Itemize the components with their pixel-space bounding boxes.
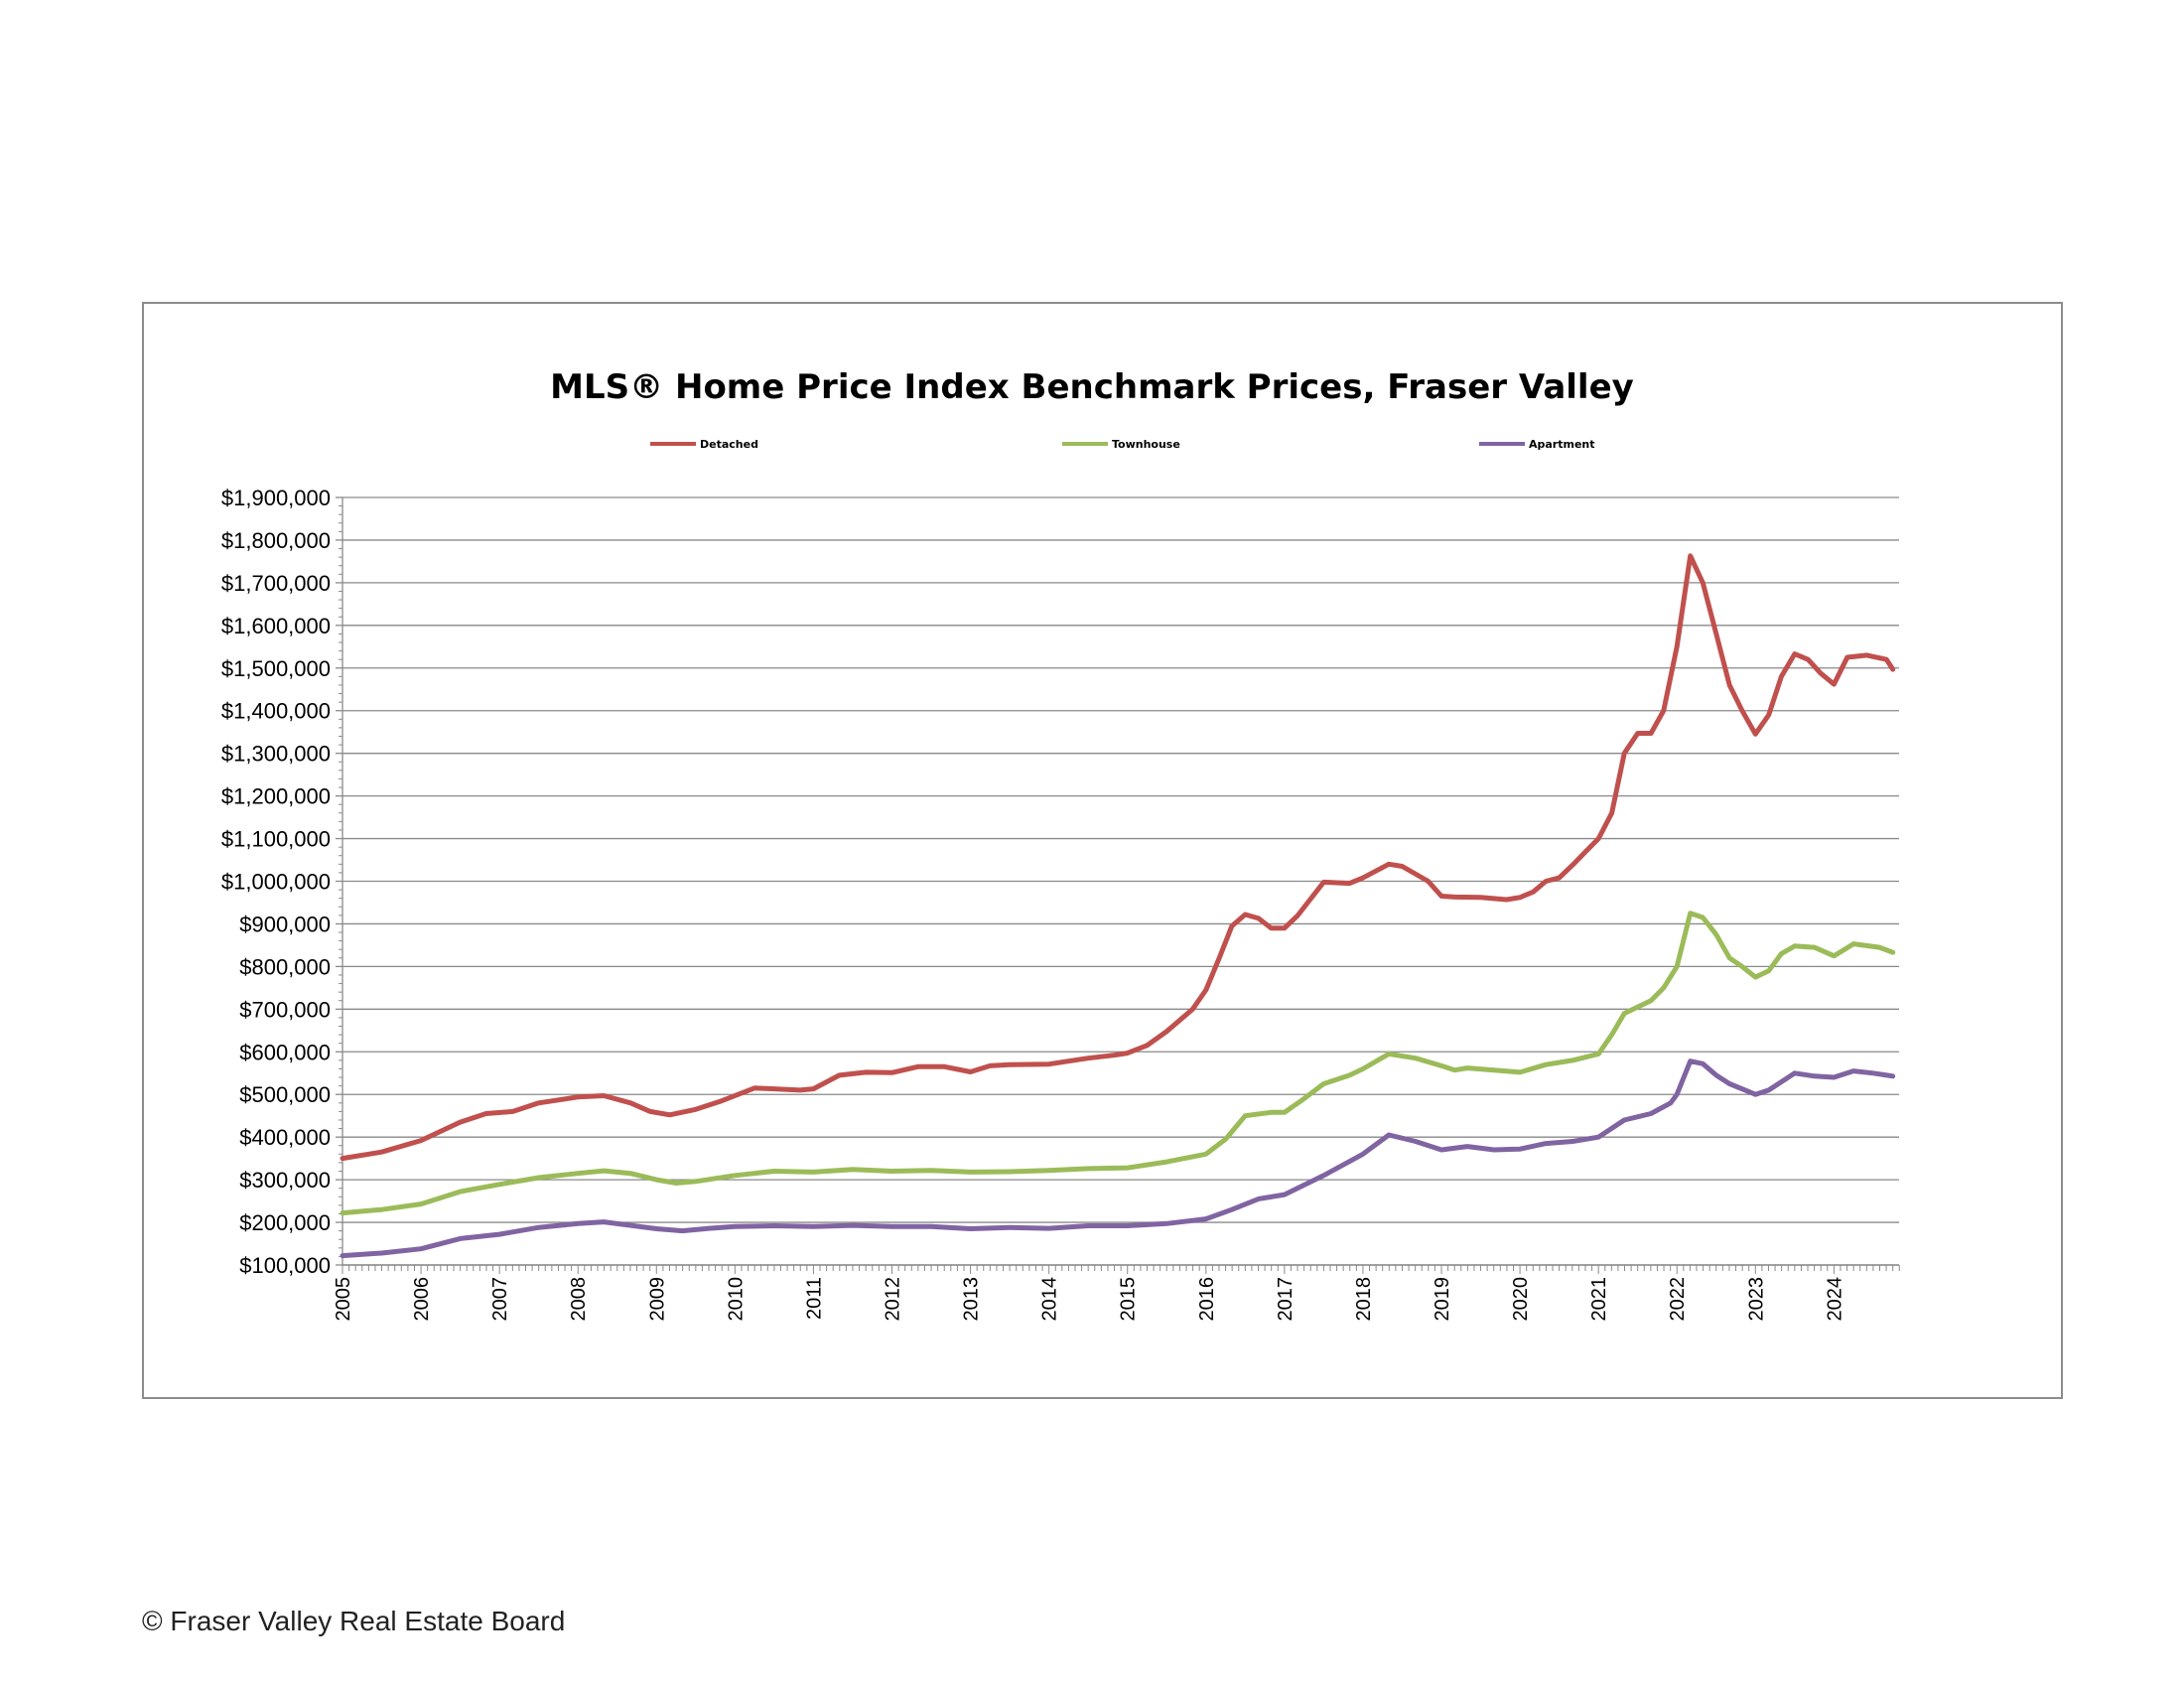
x-tick-label: 2017: [1275, 1277, 1297, 1322]
x-tick-label: 2013: [961, 1277, 983, 1322]
x-tick-label: 2008: [568, 1277, 590, 1322]
legend-item-detached: Detached: [650, 438, 758, 451]
y-tick-label: $1,800,000: [221, 528, 331, 553]
x-tick-label: 2016: [1196, 1277, 1218, 1322]
y-tick-label: $1,500,000: [221, 656, 331, 681]
legend-item-apartment: Apartment: [1479, 438, 1595, 451]
legend-label: Detached: [700, 438, 758, 451]
x-tick-label: 2015: [1118, 1277, 1140, 1322]
y-tick-label: $1,600,000: [221, 614, 331, 638]
legend-item-townhouse: Townhouse: [1062, 438, 1180, 451]
x-tick-label: 2005: [333, 1277, 354, 1322]
y-tick-label: $1,400,000: [221, 699, 331, 724]
y-tick-label: $900,000: [239, 912, 331, 936]
y-tick-label: $600,000: [239, 1040, 331, 1064]
x-tick-label: 2020: [1510, 1277, 1532, 1322]
y-tick-label: $500,000: [239, 1082, 331, 1107]
y-tick-label: $100,000: [239, 1253, 331, 1278]
legend-label: Townhouse: [1112, 438, 1180, 451]
x-tick-label: 2009: [646, 1277, 668, 1322]
legend-layer: Detached Townhouse Apartment: [650, 438, 1595, 451]
y-tick-label: $1,700,000: [221, 571, 331, 596]
y-tick-label: $1,100,000: [221, 827, 331, 852]
x-tick-label: 2024: [1824, 1277, 1845, 1322]
axis-layer: $100,000 $200,000 $300,000 $400,000 $500,000…: [221, 486, 1900, 1322]
x-tick-label: 2021: [1588, 1277, 1610, 1322]
x-tick-label: 2022: [1667, 1277, 1689, 1322]
series-line-apartment: [340, 1058, 1896, 1259]
x-tick-label: 2014: [1039, 1277, 1061, 1322]
y-tick-label: $700,000: [239, 997, 331, 1022]
copyright-text: © Fraser Valley Real Estate Board: [142, 1606, 566, 1636]
x-tick-label: 2023: [1745, 1277, 1767, 1322]
series-line-townhouse: [340, 911, 1896, 1216]
y-tick-label: $1,900,000: [221, 486, 331, 510]
y-tick-label: $300,000: [239, 1168, 331, 1193]
x-tick-label: 2010: [725, 1277, 747, 1322]
chart-title: MLS® Home Price Index Benchmark Prices, …: [550, 367, 1634, 407]
grid-layer: [342, 496, 1899, 1266]
y-tick-label: $200,000: [239, 1210, 331, 1235]
x-tick-label: 2007: [489, 1277, 511, 1322]
series-line-detached: [340, 553, 1896, 1162]
y-tick-label: $1,000,000: [221, 870, 331, 895]
y-tick-label: $800,000: [239, 954, 331, 979]
x-tick-label: 2018: [1353, 1277, 1375, 1322]
y-tick-label: $1,200,000: [221, 784, 331, 809]
x-tick-label: 2019: [1432, 1277, 1453, 1322]
y-tick-label: $1,300,000: [221, 742, 331, 767]
series-layer: [340, 553, 1896, 1259]
chart-frame: [142, 302, 2063, 1399]
x-tick-label: 2012: [883, 1277, 904, 1322]
legend-label: Apartment: [1529, 438, 1595, 451]
y-tick-label: $400,000: [239, 1125, 331, 1150]
x-tick-label: 2011: [803, 1277, 825, 1320]
x-tick-label: 2006: [411, 1277, 433, 1322]
